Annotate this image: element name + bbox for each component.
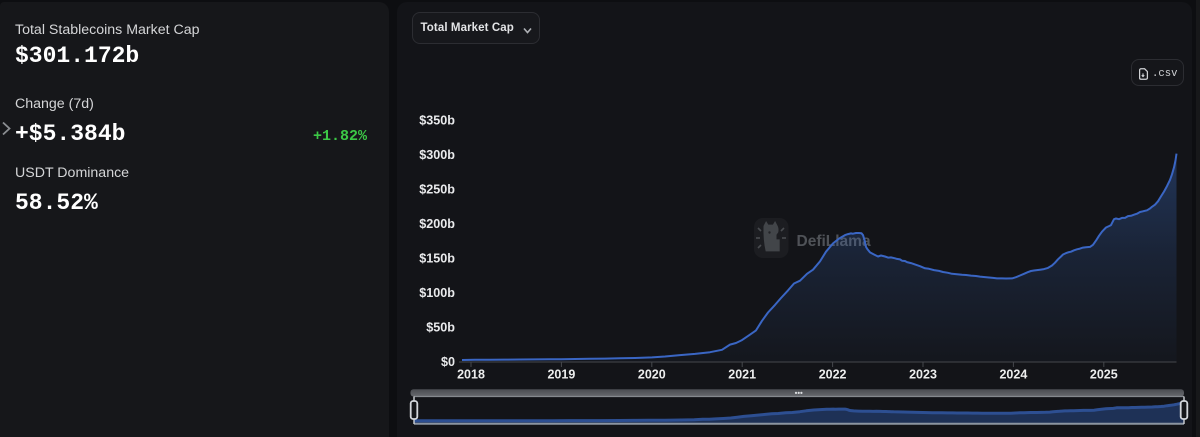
svg-text:$250b: $250b — [419, 182, 455, 196]
svg-text:2018: 2018 — [457, 367, 485, 381]
svg-text:2024: 2024 — [999, 367, 1027, 381]
svg-text:2022: 2022 — [819, 367, 847, 381]
svg-text:2020: 2020 — [638, 367, 666, 381]
svg-text:$100b: $100b — [419, 286, 455, 300]
svg-text:$350b: $350b — [419, 113, 455, 127]
svg-text:2019: 2019 — [547, 367, 575, 381]
svg-text:2021: 2021 — [728, 367, 756, 381]
svg-text:$200b: $200b — [419, 217, 455, 231]
svg-text:$150b: $150b — [419, 251, 455, 265]
svg-text:2023: 2023 — [909, 367, 937, 381]
svg-text:$50b: $50b — [426, 321, 455, 335]
svg-text:$300b: $300b — [419, 148, 455, 162]
svg-text:$0: $0 — [441, 355, 455, 369]
svg-text:2025: 2025 — [1090, 367, 1118, 381]
